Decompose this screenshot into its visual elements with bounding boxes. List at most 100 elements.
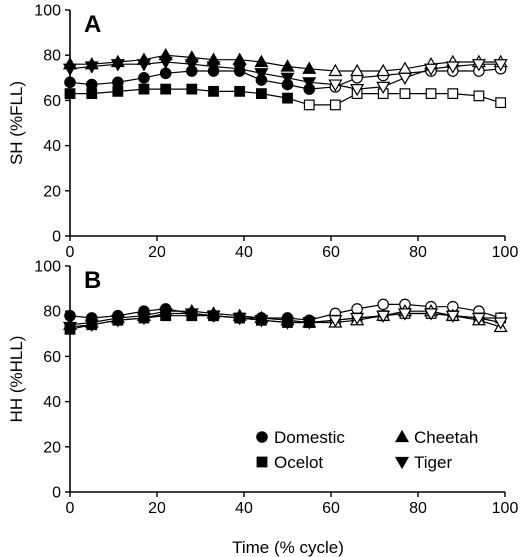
data-point-tiger xyxy=(62,321,78,335)
data-point-ocelot xyxy=(399,88,411,100)
legend-marker-cheetah xyxy=(394,429,410,443)
legend: Domestic Ocelot Cheetah Tiger xyxy=(256,428,478,472)
data-point-cheetah xyxy=(254,54,269,68)
y-tick-label: 60 xyxy=(43,93,61,110)
x-tick-label: 20 xyxy=(148,244,166,261)
x-tick-label: 40 xyxy=(235,244,253,261)
data-point-ocelot xyxy=(282,92,293,104)
x-tick-label: 80 xyxy=(409,244,427,261)
data-point-domestic xyxy=(138,72,150,84)
data-point-tiger xyxy=(424,308,439,321)
data-point-domestic xyxy=(159,67,172,80)
data-point-tiger xyxy=(158,56,173,70)
data-point-tiger xyxy=(110,59,125,72)
data-point-tiger xyxy=(158,308,173,321)
y-tick-label: 20 xyxy=(43,439,61,456)
data-point-tiger xyxy=(397,308,412,321)
y-axis-label: SH (%FLL) xyxy=(7,81,26,165)
data-point-tiger xyxy=(350,83,365,97)
x-tick-label: 60 xyxy=(322,244,340,261)
data-point-domestic xyxy=(377,298,389,311)
panel-label: B xyxy=(84,267,101,294)
x-tick-label: 100 xyxy=(492,244,519,261)
data-point-tiger xyxy=(206,61,221,74)
data-point-ocelot xyxy=(112,85,124,97)
data-point-ocelot xyxy=(303,99,315,111)
panel-a: 0 20 40 60 80 100 0 20 40 60 80 100 SH (%FLL) A xyxy=(7,3,518,262)
data-point-tiger xyxy=(424,63,439,76)
legend-marker-tiger xyxy=(394,456,410,470)
data-point-cheetah xyxy=(232,52,247,65)
x-tick-label: 100 xyxy=(492,500,519,517)
y-tick-label: 0 xyxy=(52,229,61,246)
data-point-tiger xyxy=(280,317,295,330)
panel-b: 0 20 40 60 80 100 0 20 40 60 80 100 HH (%HLL) B xyxy=(7,259,518,518)
y-tick-label: 40 xyxy=(43,138,61,155)
x-tick-label: 0 xyxy=(66,500,75,517)
legend-marker-ocelot xyxy=(256,456,268,468)
data-point-cheetah xyxy=(376,63,391,77)
data-point-tiger xyxy=(445,61,460,74)
y-axis-label: HH (%HLL) xyxy=(7,336,26,423)
y-tick-label: 100 xyxy=(34,3,61,20)
legend-marker-domestic xyxy=(256,431,268,443)
data-point-tiger xyxy=(302,317,317,330)
x-tick-label: 0 xyxy=(66,244,75,261)
data-point-ocelot xyxy=(447,88,459,100)
data-point-tiger xyxy=(302,77,317,90)
data-point-cheetah xyxy=(302,61,317,74)
data-point-tiger xyxy=(350,312,365,326)
y-tick-label: 40 xyxy=(43,394,61,411)
data-point-tiger xyxy=(184,59,199,72)
data-point-ocelot xyxy=(473,90,485,102)
legend-label-domestic: Domestic xyxy=(274,428,345,447)
data-point-domestic xyxy=(64,76,76,89)
data-point-tiger xyxy=(232,312,247,326)
data-point-tiger xyxy=(445,310,460,323)
x-tick-label: 60 xyxy=(322,500,340,517)
data-point-ocelot xyxy=(495,97,507,109)
data-point-ocelot xyxy=(160,83,172,95)
data-point-ocelot xyxy=(329,99,341,111)
data-point-ocelot xyxy=(86,88,98,100)
y-tick-label: 60 xyxy=(43,349,61,366)
x-tick-label: 40 xyxy=(235,500,253,517)
data-point-ocelot xyxy=(256,88,267,100)
data-point-cheetah xyxy=(350,63,365,77)
data-point-tiger xyxy=(397,72,412,86)
data-point-tiger xyxy=(471,59,486,72)
series-tiger xyxy=(62,56,508,97)
legend-label-cheetah: Cheetah xyxy=(414,428,478,447)
data-point-ocelot xyxy=(64,88,76,100)
data-point-tiger xyxy=(493,317,508,330)
data-point-ocelot xyxy=(186,83,198,95)
data-point-tiger xyxy=(62,63,78,76)
data-point-tiger xyxy=(328,79,343,92)
data-point-tiger xyxy=(493,59,508,72)
data-point-tiger xyxy=(110,315,125,328)
y-tick-label: 0 xyxy=(52,485,61,502)
x-tick-label: 20 xyxy=(148,500,166,517)
data-point-tiger xyxy=(84,61,99,74)
data-point-tiger xyxy=(84,319,99,332)
data-point-ocelot xyxy=(425,88,437,100)
data-point-tiger xyxy=(232,63,247,76)
y-tick-label: 100 xyxy=(34,259,61,276)
legend-label-tiger: Tiger xyxy=(414,453,452,472)
data-point-tiger xyxy=(376,310,391,323)
data-point-cheetah xyxy=(328,63,343,77)
data-point-ocelot xyxy=(234,85,246,97)
y-tick-label: 80 xyxy=(43,48,61,65)
data-point-tiger xyxy=(184,308,199,321)
data-point-tiger xyxy=(280,72,295,86)
data-point-tiger xyxy=(136,312,151,326)
data-point-ocelot xyxy=(208,85,219,97)
y-tick-label: 20 xyxy=(43,183,61,200)
data-point-tiger xyxy=(254,315,269,328)
panel-label: A xyxy=(84,11,101,38)
y-tick-label: 80 xyxy=(43,304,61,321)
data-point-tiger xyxy=(376,81,391,95)
legend-label-ocelot: Ocelot xyxy=(274,453,323,472)
data-point-ocelot xyxy=(138,83,150,95)
